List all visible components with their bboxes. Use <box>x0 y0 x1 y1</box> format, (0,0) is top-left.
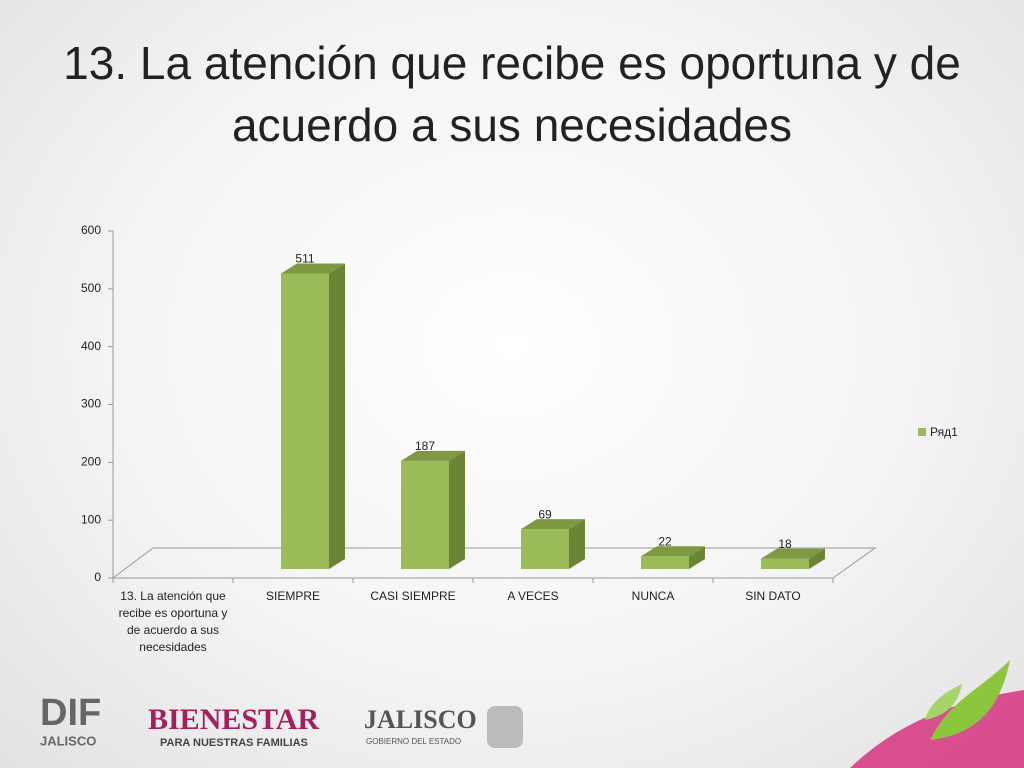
bar-face <box>761 558 809 569</box>
bar-face <box>521 529 569 569</box>
bar-face <box>761 548 825 559</box>
bar-face <box>521 519 585 530</box>
bar-face <box>689 546 705 569</box>
legend-label: Ряд1 <box>930 425 958 439</box>
decoration <box>930 660 1010 740</box>
y-tick-label: 100 <box>81 512 101 526</box>
logo-text: GOBIERNO DEL ESTADO <box>366 737 461 746</box>
bar <box>641 546 705 569</box>
y-tick-label: 200 <box>81 455 101 469</box>
floor <box>111 547 877 579</box>
x-tick-label: CASI SIEMPRE <box>370 589 455 603</box>
data-label: 22 <box>658 534 672 548</box>
bar-face <box>641 556 689 569</box>
y-tick-label: 300 <box>81 397 101 411</box>
y-tick-label: 600 <box>81 223 101 237</box>
x-tick-label: 13. La atención que recibe es oportuna y… <box>118 589 228 654</box>
bar <box>281 263 345 569</box>
bar <box>521 519 585 569</box>
data-label: 187 <box>415 439 435 453</box>
logo-text: JALISCO <box>364 705 477 734</box>
logo-text: BIENESTAR <box>148 703 320 736</box>
data-label: 69 <box>538 507 552 521</box>
bar-face <box>809 548 825 569</box>
x-tick-label: NUNCA <box>632 589 675 603</box>
logo-text: JALISCO <box>40 733 96 748</box>
data-label: 18 <box>778 537 792 551</box>
logo-shield <box>487 706 523 748</box>
bar-face <box>449 450 465 569</box>
logo-text: PARA NUESTRAS FAMILIAS <box>160 737 308 749</box>
y-tick-label: 0 <box>94 570 101 584</box>
bar-face <box>569 519 585 569</box>
y-tick-label: 400 <box>81 339 101 353</box>
bar-face <box>281 273 329 569</box>
x-tick-label: SIN DATO <box>745 589 801 603</box>
bar <box>401 450 465 569</box>
bar-face <box>281 263 345 274</box>
legend-swatch <box>918 428 926 436</box>
data-label: 511 <box>295 252 314 266</box>
x-tick-label: A VECES <box>507 589 558 603</box>
decoration <box>925 684 962 720</box>
x-tick-label: SIEMPRE <box>266 589 320 603</box>
y-tick-label: 500 <box>81 281 101 295</box>
slide-title: 13. La atención que recibe es oportuna y… <box>63 37 961 151</box>
bar-face <box>641 546 705 557</box>
bar-face <box>401 450 465 461</box>
bar-face <box>329 263 345 569</box>
logo-text: DIF <box>40 692 101 734</box>
bar-face <box>401 460 449 569</box>
bar <box>761 548 825 569</box>
